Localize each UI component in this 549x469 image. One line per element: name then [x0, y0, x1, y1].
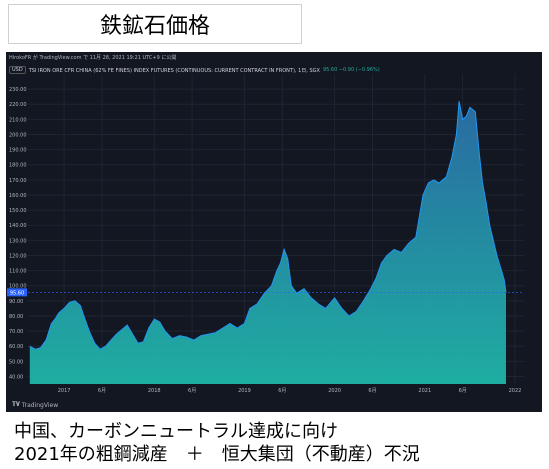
series-line: [29, 101, 507, 350]
y-tick-label: 130.00: [9, 238, 27, 244]
tradingview-logo-text: TradingView: [21, 401, 59, 409]
symbol-bar: USD TSI IRON ORE CFR CHINA (62% FE FINES…: [9, 66, 380, 74]
caption-line-1: 中国、カーボンニュートラル達成に向け: [14, 421, 338, 442]
y-tick-label: 180.00: [9, 163, 27, 169]
currency-badge[interactable]: USD: [9, 66, 26, 74]
y-tick-label: 40.00: [9, 374, 23, 380]
x-tick-label: 2018: [148, 388, 161, 394]
y-tick-label: 90.00: [9, 299, 23, 305]
last-price-marker: 95.60: [7, 288, 524, 297]
y-tick-label: 70.00: [9, 329, 23, 335]
x-tick-label: 6月: [368, 388, 376, 394]
x-tick-label: 2022: [509, 388, 522, 394]
area-series: [29, 101, 507, 384]
y-tick-label: 190.00: [9, 148, 27, 154]
y-tick-label: 110.00: [9, 269, 27, 275]
caption-line-2: 2021年の粗鋼減産 ＋ 恒大集団（不動産）不況: [14, 444, 420, 465]
chart-panel: HirokoFR が TradingView.com で 11月 28, 202…: [6, 52, 542, 412]
y-tick-label: 220.00: [9, 102, 27, 108]
y-tick-label: 120.00: [9, 253, 27, 259]
y-tick-label: 150.00: [9, 208, 27, 214]
y-tick-label: 100.00: [9, 284, 27, 290]
x-tick-label: 6月: [459, 388, 467, 394]
y-tick-label: 160.00: [9, 193, 27, 199]
x-axis: 2017 6月 2018 6月 2019 6月 2020 6月 2021 6月 2022: [58, 388, 522, 394]
chart-credit: HirokoFR が TradingView.com で 11月 28, 202…: [9, 55, 177, 61]
y-tick-label: 170.00: [9, 178, 27, 184]
caption: 中国、カーボンニュートラル達成に向け 2021年の粗鋼減産 ＋ 恒大集団（不動産…: [14, 420, 420, 466]
tradingview-logo-icon: 𝐓𝐕: [12, 401, 20, 408]
x-tick-label: 6月: [278, 388, 286, 394]
y-tick-label: 50.00: [9, 359, 23, 365]
y-tick-label: 140.00: [9, 223, 27, 229]
y-tick-label: 230.00: [9, 87, 27, 93]
y-tick-label: 80.00: [9, 314, 23, 320]
y-tick-label: 60.00: [9, 344, 23, 350]
x-tick-label: 2019: [238, 388, 251, 394]
x-tick-label: 6月: [98, 388, 106, 394]
y-axis: 40.00 50.00 60.00 70.00 80.00 90.00 100.00 110.…: [9, 87, 27, 380]
y-tick-label: 200.00: [9, 132, 27, 138]
area-fill: [29, 101, 507, 384]
page-title: 鉄鉱石価格: [8, 4, 302, 44]
y-tick-label: 210.00: [9, 117, 27, 123]
x-tick-label: 2021: [418, 388, 431, 394]
price-change: 95.60 −0.90 (−0.96%): [322, 67, 380, 73]
tradingview-logo[interactable]: 𝐓𝐕 TradingView: [12, 401, 58, 409]
last-price-badge: [7, 288, 27, 297]
area-chart: 40.00 50.00 60.00 70.00 80.00 90.00 100.00 110.…: [7, 74, 524, 394]
symbol-description: TSI IRON ORE CFR CHINA (62% FE FINES) IN…: [28, 67, 320, 74]
last-price-text: 95.60: [10, 290, 24, 296]
x-tick-label: 2020: [328, 388, 341, 394]
x-tick-label: 6月: [188, 388, 196, 394]
x-tick-label: 2017: [58, 388, 71, 394]
